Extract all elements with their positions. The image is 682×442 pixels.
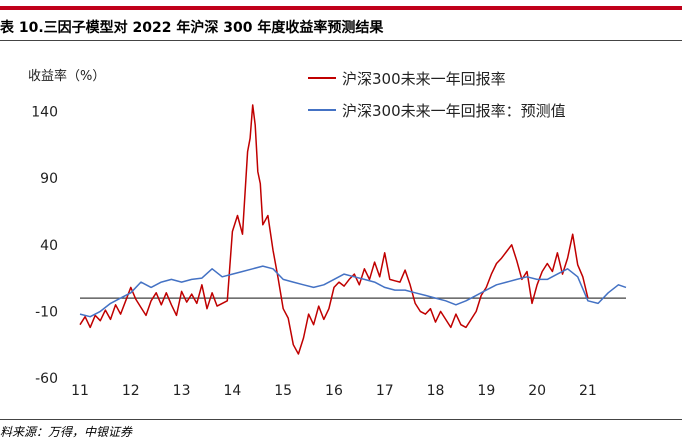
x-tick-label: 11 — [71, 383, 89, 399]
x-tick-label: 12 — [122, 383, 140, 399]
y-tick-label: -10 — [35, 304, 58, 320]
x-tick-label: 18 — [427, 383, 445, 399]
legend-label-actual: 沪深300未来一年回报率 — [342, 70, 506, 88]
x-tick-label: 21 — [579, 383, 597, 399]
x-tick-label: 19 — [477, 383, 495, 399]
y-axis-label: 收益率（%） — [28, 68, 105, 84]
table-title: 表 10.三因子模型对 2022 年沪深 300 年度收益率预测结果 — [0, 20, 384, 36]
legend-label-predicted: 沪深300未来一年回报率：预测值 — [342, 102, 566, 120]
x-tick-label: 16 — [325, 383, 343, 399]
source-note: 料来源：万得，中银证券 — [0, 425, 133, 439]
y-tick-label: 140 — [31, 105, 58, 121]
x-tick-label: 20 — [528, 383, 546, 399]
series-line-actual-return — [79, 104, 589, 355]
series-line-predicted-return — [79, 265, 627, 318]
y-tick-label: -60 — [35, 371, 58, 387]
chart-legend: 沪深300未来一年回报率 沪深300未来一年回报率：预测值 — [308, 70, 566, 120]
x-tick-labels: 11 12 13 14 15 16 17 18 19 20 21 — [71, 383, 597, 399]
x-tick-label: 14 — [223, 383, 241, 399]
source-divider — [0, 419, 682, 420]
y-tick-label: 40 — [40, 238, 58, 254]
x-tick-label: 13 — [173, 383, 191, 399]
y-tick-label: 90 — [40, 171, 58, 187]
top-accent-rule — [0, 6, 682, 10]
y-tick-labels: 140 90 40 -10 -60 — [31, 105, 58, 387]
title-divider — [0, 40, 682, 41]
x-tick-label: 15 — [274, 383, 292, 399]
x-tick-label: 17 — [376, 383, 394, 399]
